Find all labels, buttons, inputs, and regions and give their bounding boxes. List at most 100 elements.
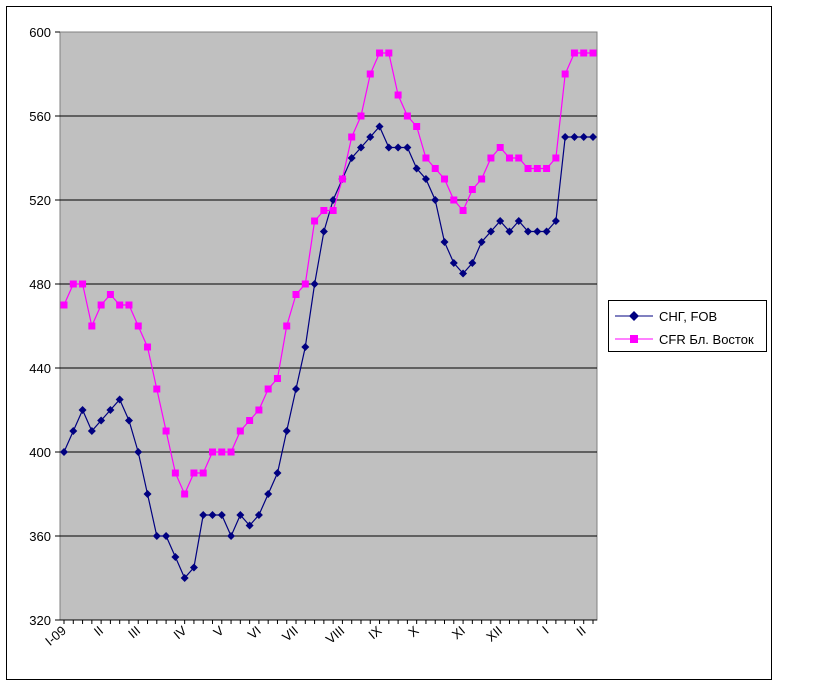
series-2-point	[348, 133, 356, 141]
series-1-point	[533, 227, 542, 236]
legend-label-series-1: СНГ, FOB	[659, 308, 718, 324]
series-1-point	[208, 511, 217, 519]
series-1-point	[115, 395, 124, 404]
series-2-point	[181, 490, 189, 498]
series-1-point	[551, 217, 560, 225]
series-1-point	[264, 490, 273, 498]
x-tick-label: X	[405, 623, 422, 640]
series-1-point	[273, 469, 282, 477]
series-2-point	[97, 301, 105, 309]
series-2-point	[376, 49, 384, 57]
series-2-point	[533, 165, 541, 172]
series-1-point	[199, 511, 208, 519]
y-tick-label: 400	[29, 445, 51, 460]
series-1-point	[561, 133, 570, 141]
series-1-point	[589, 133, 597, 141]
series-2-point	[524, 165, 532, 172]
series-2-point	[357, 112, 365, 120]
series-2-point	[60, 301, 68, 309]
series-1-point	[236, 511, 245, 519]
x-tick-label: I	[539, 623, 551, 637]
series-1-point	[189, 563, 198, 572]
series-2-point	[329, 207, 337, 214]
series-1-point	[180, 574, 189, 582]
series-1-point	[87, 427, 96, 435]
x-tick-label: IV	[171, 623, 190, 643]
gridlines	[60, 115, 597, 537]
y-tick-label: 600	[29, 25, 51, 40]
series-1-point	[292, 385, 301, 393]
series-1-point	[412, 164, 421, 173]
series-2-point	[450, 196, 458, 204]
series-1-point	[152, 532, 161, 540]
series-1-point	[162, 532, 171, 540]
series-2-point	[589, 49, 597, 57]
series-2-point	[79, 280, 87, 288]
series-1-point	[282, 427, 291, 435]
series-2-point	[292, 291, 300, 298]
series-1-point	[403, 143, 412, 152]
series-2-point	[385, 49, 393, 57]
series-2-point	[468, 186, 476, 193]
series-1-point	[440, 238, 449, 246]
x-tick-label: XII	[483, 623, 505, 645]
series-1-point	[468, 259, 477, 267]
plot-area	[59, 31, 598, 621]
series-1-point	[245, 521, 254, 530]
series-1-point	[514, 217, 523, 225]
series-1-point	[60, 448, 68, 456]
series-1-point	[217, 511, 226, 519]
series-2-point	[515, 154, 523, 162]
series-1-point	[106, 406, 115, 414]
series-2-point	[320, 207, 328, 214]
series-2-point	[459, 207, 467, 214]
series-1-point	[421, 175, 430, 183]
series-1-point	[570, 133, 579, 141]
series-2-point	[478, 175, 486, 183]
series-1-point	[366, 133, 375, 141]
series-2-point	[125, 301, 133, 309]
x-tick-label: VIII	[323, 623, 348, 647]
series-2-point	[496, 144, 504, 151]
series-2-point	[487, 154, 495, 162]
series-2-point	[431, 165, 439, 172]
series-1-point	[449, 259, 458, 267]
series-1-point	[124, 416, 133, 425]
series-2-point	[88, 322, 96, 330]
series-2-point	[69, 280, 77, 288]
series-2-point	[134, 322, 142, 330]
series-2-point	[199, 469, 207, 477]
series-2-point	[301, 280, 309, 288]
series-2-point	[273, 375, 281, 382]
legend-item-series-2: CFR Бл. Восток	[609, 329, 754, 349]
series-1-point	[171, 553, 180, 561]
series-1-point	[375, 122, 384, 131]
series-2-point	[366, 70, 374, 78]
y-tick-label: 320	[29, 613, 51, 628]
series-2-point	[162, 427, 170, 435]
series-1-point	[505, 227, 514, 236]
series-2-point	[218, 448, 226, 456]
series-1-point	[356, 143, 365, 152]
series-1-point	[486, 227, 495, 236]
series-1-point	[524, 227, 533, 236]
series-2-point	[543, 165, 551, 172]
x-axis-ticks: I-09 II III IV V VI VII VIII IX X XI XII I II	[42, 619, 597, 649]
series-2-point	[283, 322, 291, 330]
series-1-point	[384, 143, 393, 152]
x-tick-label: III	[125, 623, 143, 641]
y-tick-label: 560	[29, 109, 51, 124]
series-2-point	[580, 49, 588, 57]
legend-item-series-1: СНГ, FOB	[609, 306, 717, 326]
series-2-point	[208, 448, 216, 456]
series-2-point	[552, 154, 560, 162]
series-2-point	[255, 406, 263, 414]
series-2-point	[338, 175, 346, 183]
series-line-2	[63, 52, 593, 496]
series-1-point	[143, 490, 152, 498]
series-2-point	[394, 91, 402, 99]
series-1-point	[347, 154, 356, 162]
series-2-point	[403, 112, 411, 120]
x-tick-label: V	[210, 623, 227, 640]
